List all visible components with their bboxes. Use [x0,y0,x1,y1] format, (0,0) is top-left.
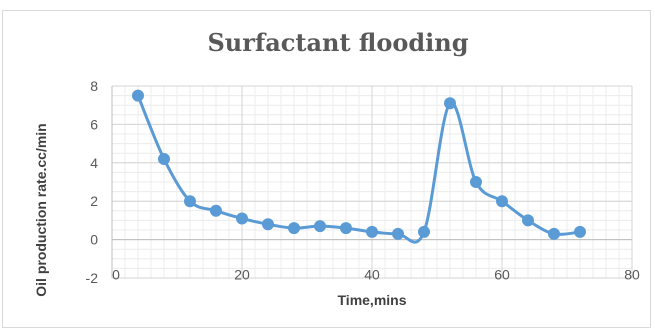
data-point [470,176,482,188]
y-tick-label: 2 [90,193,98,209]
data-point [132,89,144,102]
x-tick-label: 80 [624,267,640,283]
data-point [210,204,222,217]
y-axis-label: Oil production rate.cc/min [33,123,49,296]
data-point [444,97,456,110]
data-point [158,152,170,165]
data-point [262,218,274,231]
data-point [392,227,404,240]
data-point [236,212,248,225]
chart-title: Surfactant flooding [207,28,468,57]
x-tick-label: 20 [234,267,250,283]
x-tick-label: 40 [364,267,380,283]
grid-layer [111,85,633,279]
data-point [496,195,508,208]
x-tick-label: 0 [112,267,120,283]
data-point [288,222,300,235]
data-point [314,220,326,233]
y-tick-label: 6 [90,116,98,132]
data-point [548,227,560,240]
x-tick-label: 60 [494,267,510,283]
y-tick-label: 4 [90,155,98,171]
data-point [184,195,196,208]
data-point [340,222,352,235]
data-point [574,225,586,238]
series-layer [132,89,586,244]
y-tick-label: 8 [90,78,98,94]
data-point [418,225,430,238]
data-point [522,214,534,227]
y-tick-label: 0 [90,232,98,248]
chart-frame [2,10,651,328]
y-tick-label: -2 [86,270,99,286]
data-point [366,225,378,238]
x-axis-label: Time,mins [338,292,407,308]
